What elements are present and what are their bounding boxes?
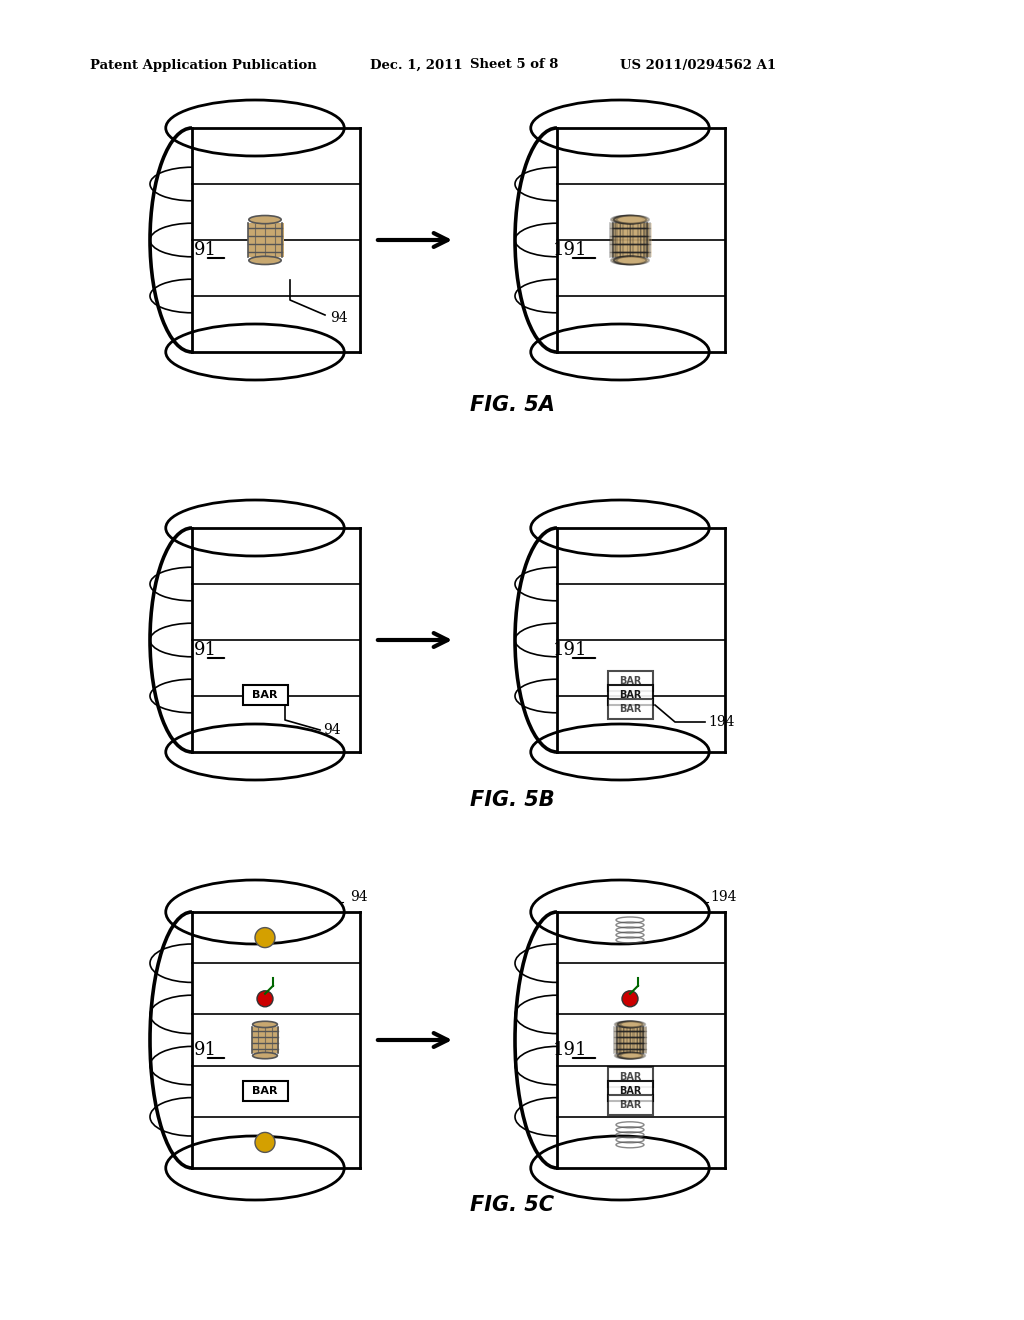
Bar <box>557 912 725 1168</box>
Circle shape <box>257 991 273 1007</box>
Bar <box>610 223 645 257</box>
Text: 191: 191 <box>553 642 587 659</box>
Ellipse shape <box>530 723 710 780</box>
Ellipse shape <box>617 1022 642 1027</box>
Bar <box>616 223 651 257</box>
Ellipse shape <box>616 1022 641 1027</box>
Text: BAR: BAR <box>618 676 641 686</box>
Bar <box>615 1027 643 1053</box>
Ellipse shape <box>620 1022 644 1027</box>
Text: BAR: BAR <box>618 704 641 714</box>
Text: Dec. 1, 2011: Dec. 1, 2011 <box>370 58 463 71</box>
Text: FIG. 5C: FIG. 5C <box>470 1195 554 1214</box>
Ellipse shape <box>615 256 647 264</box>
Text: US 2011/0294562 A1: US 2011/0294562 A1 <box>620 58 776 71</box>
Ellipse shape <box>612 215 645 223</box>
Circle shape <box>622 991 638 1007</box>
Circle shape <box>255 928 275 948</box>
Ellipse shape <box>611 215 643 223</box>
Text: Patent Application Publication: Patent Application Publication <box>90 58 316 71</box>
Ellipse shape <box>166 723 344 780</box>
Text: FIG. 5A: FIG. 5A <box>470 395 554 414</box>
Bar <box>557 528 725 752</box>
Text: BAR: BAR <box>618 690 641 700</box>
Text: BAR: BAR <box>618 1086 641 1096</box>
Bar <box>618 1027 646 1053</box>
Bar <box>611 223 647 257</box>
Bar <box>193 128 360 352</box>
Bar <box>248 223 284 257</box>
Ellipse shape <box>616 256 649 264</box>
Circle shape <box>255 1133 275 1152</box>
Text: 194: 194 <box>710 890 736 904</box>
Bar <box>607 685 652 705</box>
Ellipse shape <box>614 1052 639 1059</box>
Ellipse shape <box>616 215 649 223</box>
Bar <box>614 223 650 257</box>
Text: 194: 194 <box>708 715 734 729</box>
Bar <box>607 1067 652 1088</box>
Ellipse shape <box>253 1022 278 1027</box>
Ellipse shape <box>166 100 344 156</box>
Bar <box>607 671 652 690</box>
Ellipse shape <box>613 215 646 223</box>
Text: 94: 94 <box>350 890 368 904</box>
Ellipse shape <box>621 1052 645 1059</box>
Ellipse shape <box>530 1137 710 1200</box>
Ellipse shape <box>166 323 344 380</box>
Ellipse shape <box>615 215 647 223</box>
Text: BAR: BAR <box>252 1086 278 1096</box>
Text: Sheet 5 of 8: Sheet 5 of 8 <box>470 58 558 71</box>
Ellipse shape <box>613 256 646 264</box>
Ellipse shape <box>253 1052 278 1059</box>
Text: BAR: BAR <box>252 690 278 700</box>
Text: 94: 94 <box>330 312 347 325</box>
Bar <box>252 1027 280 1053</box>
Ellipse shape <box>530 880 710 944</box>
Bar <box>557 128 725 352</box>
Bar <box>607 1096 652 1115</box>
Bar <box>607 700 652 719</box>
Ellipse shape <box>611 256 643 264</box>
Ellipse shape <box>249 215 282 223</box>
Bar <box>607 1081 652 1101</box>
Bar <box>617 1027 644 1053</box>
Ellipse shape <box>530 500 710 556</box>
Bar <box>243 685 288 705</box>
Text: 91: 91 <box>194 642 216 659</box>
Text: 191: 191 <box>553 242 587 259</box>
Bar <box>614 1027 641 1053</box>
Ellipse shape <box>612 256 645 264</box>
Ellipse shape <box>249 256 282 264</box>
Ellipse shape <box>166 500 344 556</box>
Bar <box>613 223 648 257</box>
Text: BAR: BAR <box>618 1100 641 1110</box>
Bar <box>621 1027 647 1053</box>
Text: 94: 94 <box>323 723 341 737</box>
Ellipse shape <box>166 880 344 944</box>
Text: 191: 191 <box>553 1041 587 1059</box>
Ellipse shape <box>530 323 710 380</box>
Ellipse shape <box>616 1052 641 1059</box>
Bar <box>193 912 360 1168</box>
Ellipse shape <box>614 1022 639 1027</box>
Ellipse shape <box>621 1022 645 1027</box>
Bar <box>243 1081 288 1101</box>
Text: 91: 91 <box>194 1041 216 1059</box>
Ellipse shape <box>617 1052 642 1059</box>
Bar <box>193 528 360 752</box>
Ellipse shape <box>166 1137 344 1200</box>
Ellipse shape <box>530 100 710 156</box>
Ellipse shape <box>620 1052 644 1059</box>
Text: FIG. 5B: FIG. 5B <box>470 789 554 810</box>
Text: 91: 91 <box>194 242 216 259</box>
Text: BAR: BAR <box>618 1072 641 1082</box>
